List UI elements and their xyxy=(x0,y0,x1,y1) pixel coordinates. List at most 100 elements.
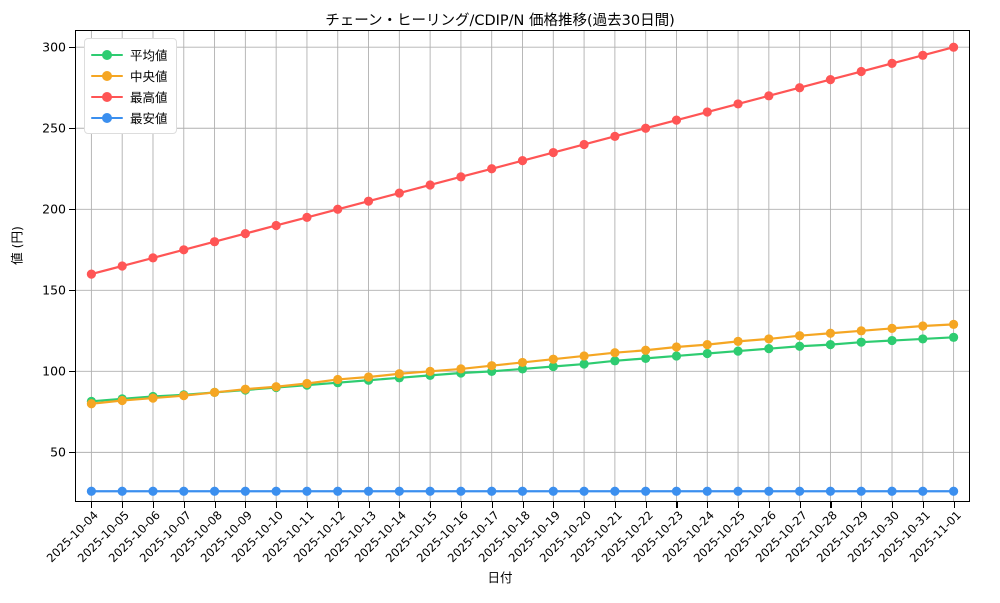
y-tick-mark xyxy=(69,47,75,49)
data-point xyxy=(949,42,959,52)
data-point xyxy=(579,139,589,150)
data-point xyxy=(302,212,312,222)
data-point xyxy=(548,147,558,158)
data-point xyxy=(671,342,682,352)
x-tick-mark xyxy=(122,502,124,508)
data-point xyxy=(240,486,250,496)
data-point xyxy=(887,335,897,346)
data-point xyxy=(702,486,712,496)
legend-item[interactable]: 最高値 xyxy=(91,86,168,107)
data-point xyxy=(825,486,836,496)
y-tick-mark xyxy=(69,371,75,373)
data-point xyxy=(733,486,743,496)
data-point xyxy=(579,359,589,369)
x-tick-mark xyxy=(645,502,647,508)
data-point xyxy=(425,366,435,376)
data-point xyxy=(271,220,281,231)
data-point xyxy=(702,107,712,117)
legend-item[interactable]: 中央値 xyxy=(91,65,168,86)
data-point xyxy=(302,378,312,389)
data-point xyxy=(240,228,250,239)
y-tick-mark xyxy=(69,209,75,211)
data-point xyxy=(148,253,158,263)
data-point xyxy=(610,131,620,141)
legend-label: 最高値 xyxy=(130,90,168,105)
plot-area xyxy=(75,30,970,502)
data-point xyxy=(487,361,497,371)
data-point xyxy=(825,340,836,350)
data-point xyxy=(579,351,589,361)
x-tick-mark xyxy=(245,502,247,508)
data-point xyxy=(949,319,959,329)
y-axis-tick-labels: 50 100 150 200 250 300 xyxy=(0,30,66,502)
y-tick-label: 50 xyxy=(50,444,66,460)
legend-swatch-icon xyxy=(91,69,123,83)
y-tick-mark xyxy=(69,452,75,454)
data-point xyxy=(394,369,404,379)
data-point xyxy=(764,91,774,101)
legend-item[interactable]: 最安値 xyxy=(91,107,168,128)
data-point xyxy=(302,486,312,496)
data-point xyxy=(579,486,589,496)
data-point xyxy=(702,348,712,359)
x-tick-mark xyxy=(337,502,339,508)
x-tick-mark xyxy=(91,502,93,508)
data-point xyxy=(517,364,528,374)
data-point xyxy=(641,353,651,363)
y-axis-tick-marks xyxy=(0,30,80,502)
data-point xyxy=(548,486,558,496)
data-point xyxy=(918,334,928,344)
data-point xyxy=(209,237,220,247)
y-tick-mark xyxy=(69,128,75,130)
x-tick-mark xyxy=(738,502,740,508)
x-tick-mark xyxy=(276,502,278,508)
data-point xyxy=(456,486,466,496)
data-point xyxy=(856,486,866,496)
data-point xyxy=(148,393,158,403)
data-point xyxy=(856,337,866,347)
x-tick-mark xyxy=(553,502,555,508)
data-point xyxy=(456,364,466,374)
data-point xyxy=(333,204,343,214)
x-tick-mark xyxy=(861,502,863,508)
data-point xyxy=(86,486,96,496)
data-point xyxy=(764,486,774,496)
data-point xyxy=(517,486,528,496)
data-point xyxy=(148,486,158,496)
x-tick-mark xyxy=(522,502,524,508)
x-tick-mark xyxy=(214,502,216,508)
data-point xyxy=(856,66,866,77)
data-point xyxy=(363,486,374,496)
x-axis-label: 日付 xyxy=(487,570,513,585)
x-tick-mark xyxy=(707,502,709,508)
data-point xyxy=(733,99,743,109)
data-point xyxy=(333,486,343,496)
data-point xyxy=(671,115,682,125)
data-point xyxy=(764,344,774,354)
data-point xyxy=(517,156,528,166)
data-point xyxy=(271,486,281,496)
data-point xyxy=(117,486,127,496)
data-point xyxy=(825,328,836,338)
y-tick-label: 250 xyxy=(42,120,66,136)
data-point xyxy=(733,346,743,356)
data-point xyxy=(641,345,651,355)
legend-swatch-icon xyxy=(91,111,123,125)
x-tick-mark xyxy=(399,502,401,508)
data-point xyxy=(887,58,897,69)
data-point xyxy=(179,391,189,401)
legend-item[interactable]: 平均値 xyxy=(91,44,168,65)
data-point xyxy=(795,486,805,496)
data-point xyxy=(179,245,189,255)
data-point xyxy=(733,336,743,346)
data-point xyxy=(949,332,959,342)
x-tick-mark xyxy=(676,502,678,508)
x-tick-mark xyxy=(922,502,924,508)
data-point xyxy=(548,361,558,372)
x-axis-tick-marks xyxy=(75,502,970,510)
x-tick-mark xyxy=(799,502,801,508)
legend-label: 中央値 xyxy=(130,69,168,84)
data-point xyxy=(394,188,404,198)
y-tick-label: 300 xyxy=(42,39,66,55)
data-point xyxy=(702,340,712,350)
